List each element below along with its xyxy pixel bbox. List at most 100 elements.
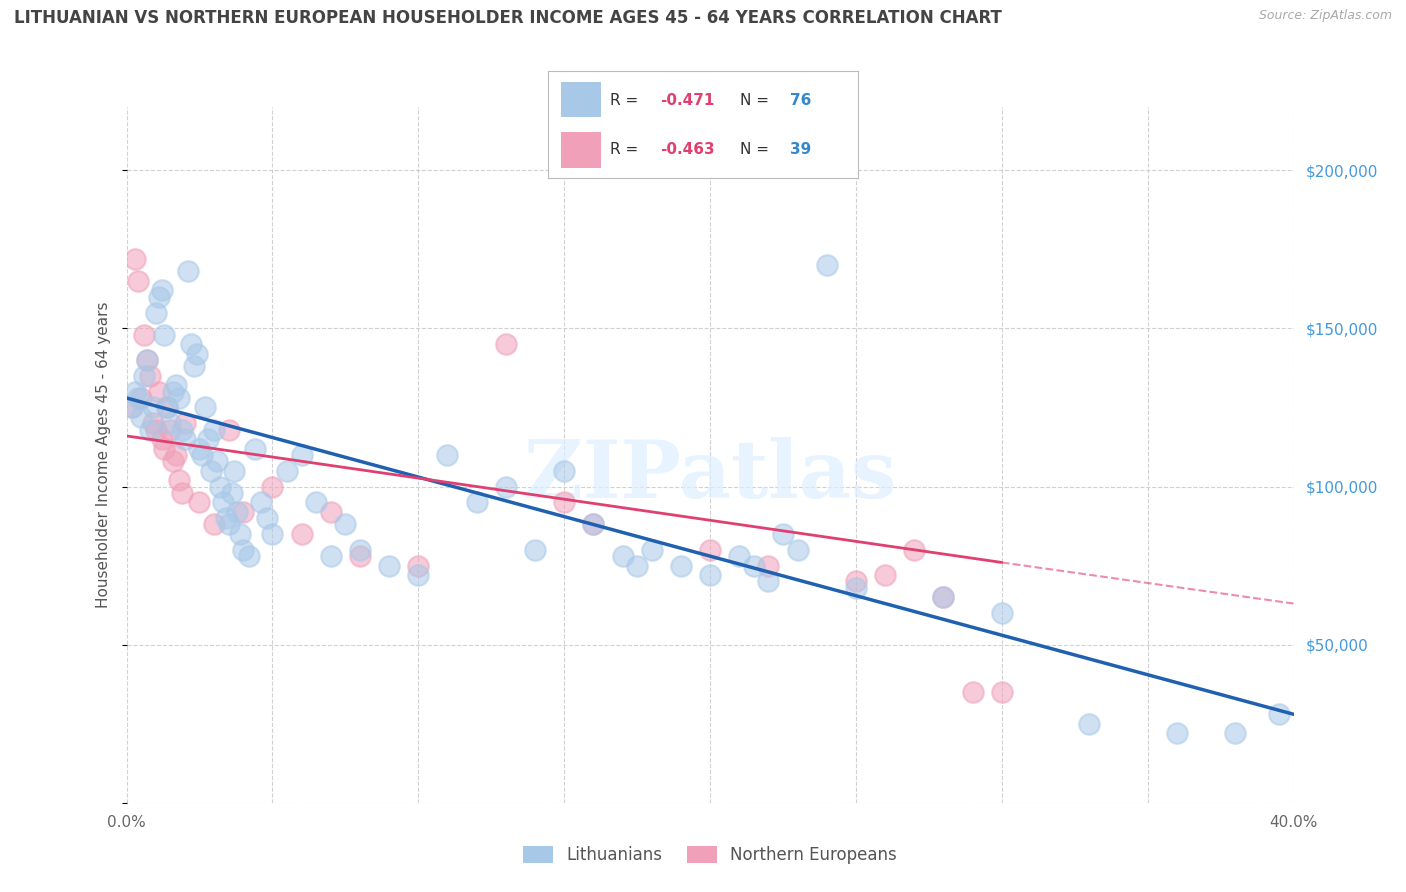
Point	[153, 327, 176, 342]
Point	[205, 454, 228, 468]
Point	[249, 495, 271, 509]
Point	[218, 517, 240, 532]
Point	[349, 542, 371, 557]
Point	[121, 401, 143, 415]
Text: -0.463: -0.463	[659, 142, 714, 157]
Text: 76: 76	[790, 93, 811, 108]
Point	[276, 464, 298, 478]
Point	[218, 423, 240, 437]
Point	[756, 558, 779, 573]
Point	[640, 542, 664, 557]
Point	[772, 527, 794, 541]
Point	[221, 486, 243, 500]
Point	[262, 479, 284, 493]
Point	[728, 549, 751, 563]
Point	[845, 581, 868, 595]
Point	[495, 479, 517, 493]
Point	[319, 505, 342, 519]
Text: R =: R =	[610, 142, 644, 157]
Point	[582, 517, 605, 532]
Point	[162, 454, 184, 468]
Text: N =: N =	[740, 93, 773, 108]
Text: R =: R =	[610, 93, 644, 108]
Y-axis label: Householder Income Ages 45 - 64 years: Householder Income Ages 45 - 64 years	[96, 301, 111, 608]
Point	[1078, 716, 1101, 731]
Point	[186, 347, 208, 361]
Point	[626, 558, 648, 573]
Point	[495, 337, 517, 351]
Point	[319, 549, 342, 563]
Point	[349, 549, 371, 563]
Point	[786, 542, 808, 557]
Point	[124, 384, 146, 399]
Point	[335, 517, 357, 532]
Point	[932, 591, 955, 605]
Point	[256, 511, 278, 525]
Text: -0.471: -0.471	[659, 93, 714, 108]
Point	[215, 511, 238, 525]
Point	[208, 479, 231, 493]
Point	[875, 568, 897, 582]
Point	[142, 417, 165, 431]
Point	[699, 542, 721, 557]
Point	[612, 549, 634, 563]
Point	[378, 558, 401, 573]
Point	[932, 591, 955, 605]
Point	[132, 368, 155, 383]
Point	[136, 353, 159, 368]
Point	[159, 423, 181, 437]
Point	[305, 495, 328, 509]
Point	[150, 284, 173, 298]
Text: N =: N =	[740, 142, 773, 157]
Point	[177, 264, 200, 278]
Point	[148, 290, 170, 304]
Text: ZIPatlas: ZIPatlas	[524, 437, 896, 515]
Point	[582, 517, 605, 532]
Point	[903, 542, 925, 557]
Point	[191, 448, 214, 462]
Point	[174, 432, 197, 446]
Point	[553, 464, 575, 478]
Point	[408, 558, 430, 573]
Point	[145, 305, 167, 319]
Point	[159, 417, 181, 431]
Point	[150, 432, 173, 446]
Point	[165, 448, 187, 462]
Point	[1223, 726, 1246, 740]
Point	[202, 517, 225, 532]
Point	[524, 542, 547, 557]
Point	[124, 252, 146, 266]
Point	[243, 442, 266, 456]
Point	[290, 448, 312, 462]
Point	[990, 685, 1012, 699]
Bar	[561, 82, 600, 118]
Point	[174, 417, 197, 431]
Point	[129, 409, 152, 424]
Point	[553, 495, 575, 509]
Point	[127, 391, 149, 405]
Point	[1268, 707, 1291, 722]
Point	[170, 486, 193, 500]
Point	[229, 527, 252, 541]
Point	[165, 378, 187, 392]
Point	[183, 359, 205, 374]
Point	[226, 505, 249, 519]
Point	[756, 574, 779, 589]
Point	[742, 558, 765, 573]
Point	[153, 442, 176, 456]
Point	[139, 423, 162, 437]
Point	[224, 464, 246, 478]
Point	[962, 685, 984, 699]
Point	[194, 401, 217, 415]
Point	[262, 527, 284, 541]
Point	[129, 391, 152, 405]
Point	[200, 464, 222, 478]
Point	[845, 574, 868, 589]
Point	[408, 568, 430, 582]
Point	[238, 549, 260, 563]
Point	[121, 401, 143, 415]
Point	[136, 353, 159, 368]
Point	[990, 606, 1012, 620]
Point	[1166, 726, 1188, 740]
Point	[145, 423, 167, 437]
